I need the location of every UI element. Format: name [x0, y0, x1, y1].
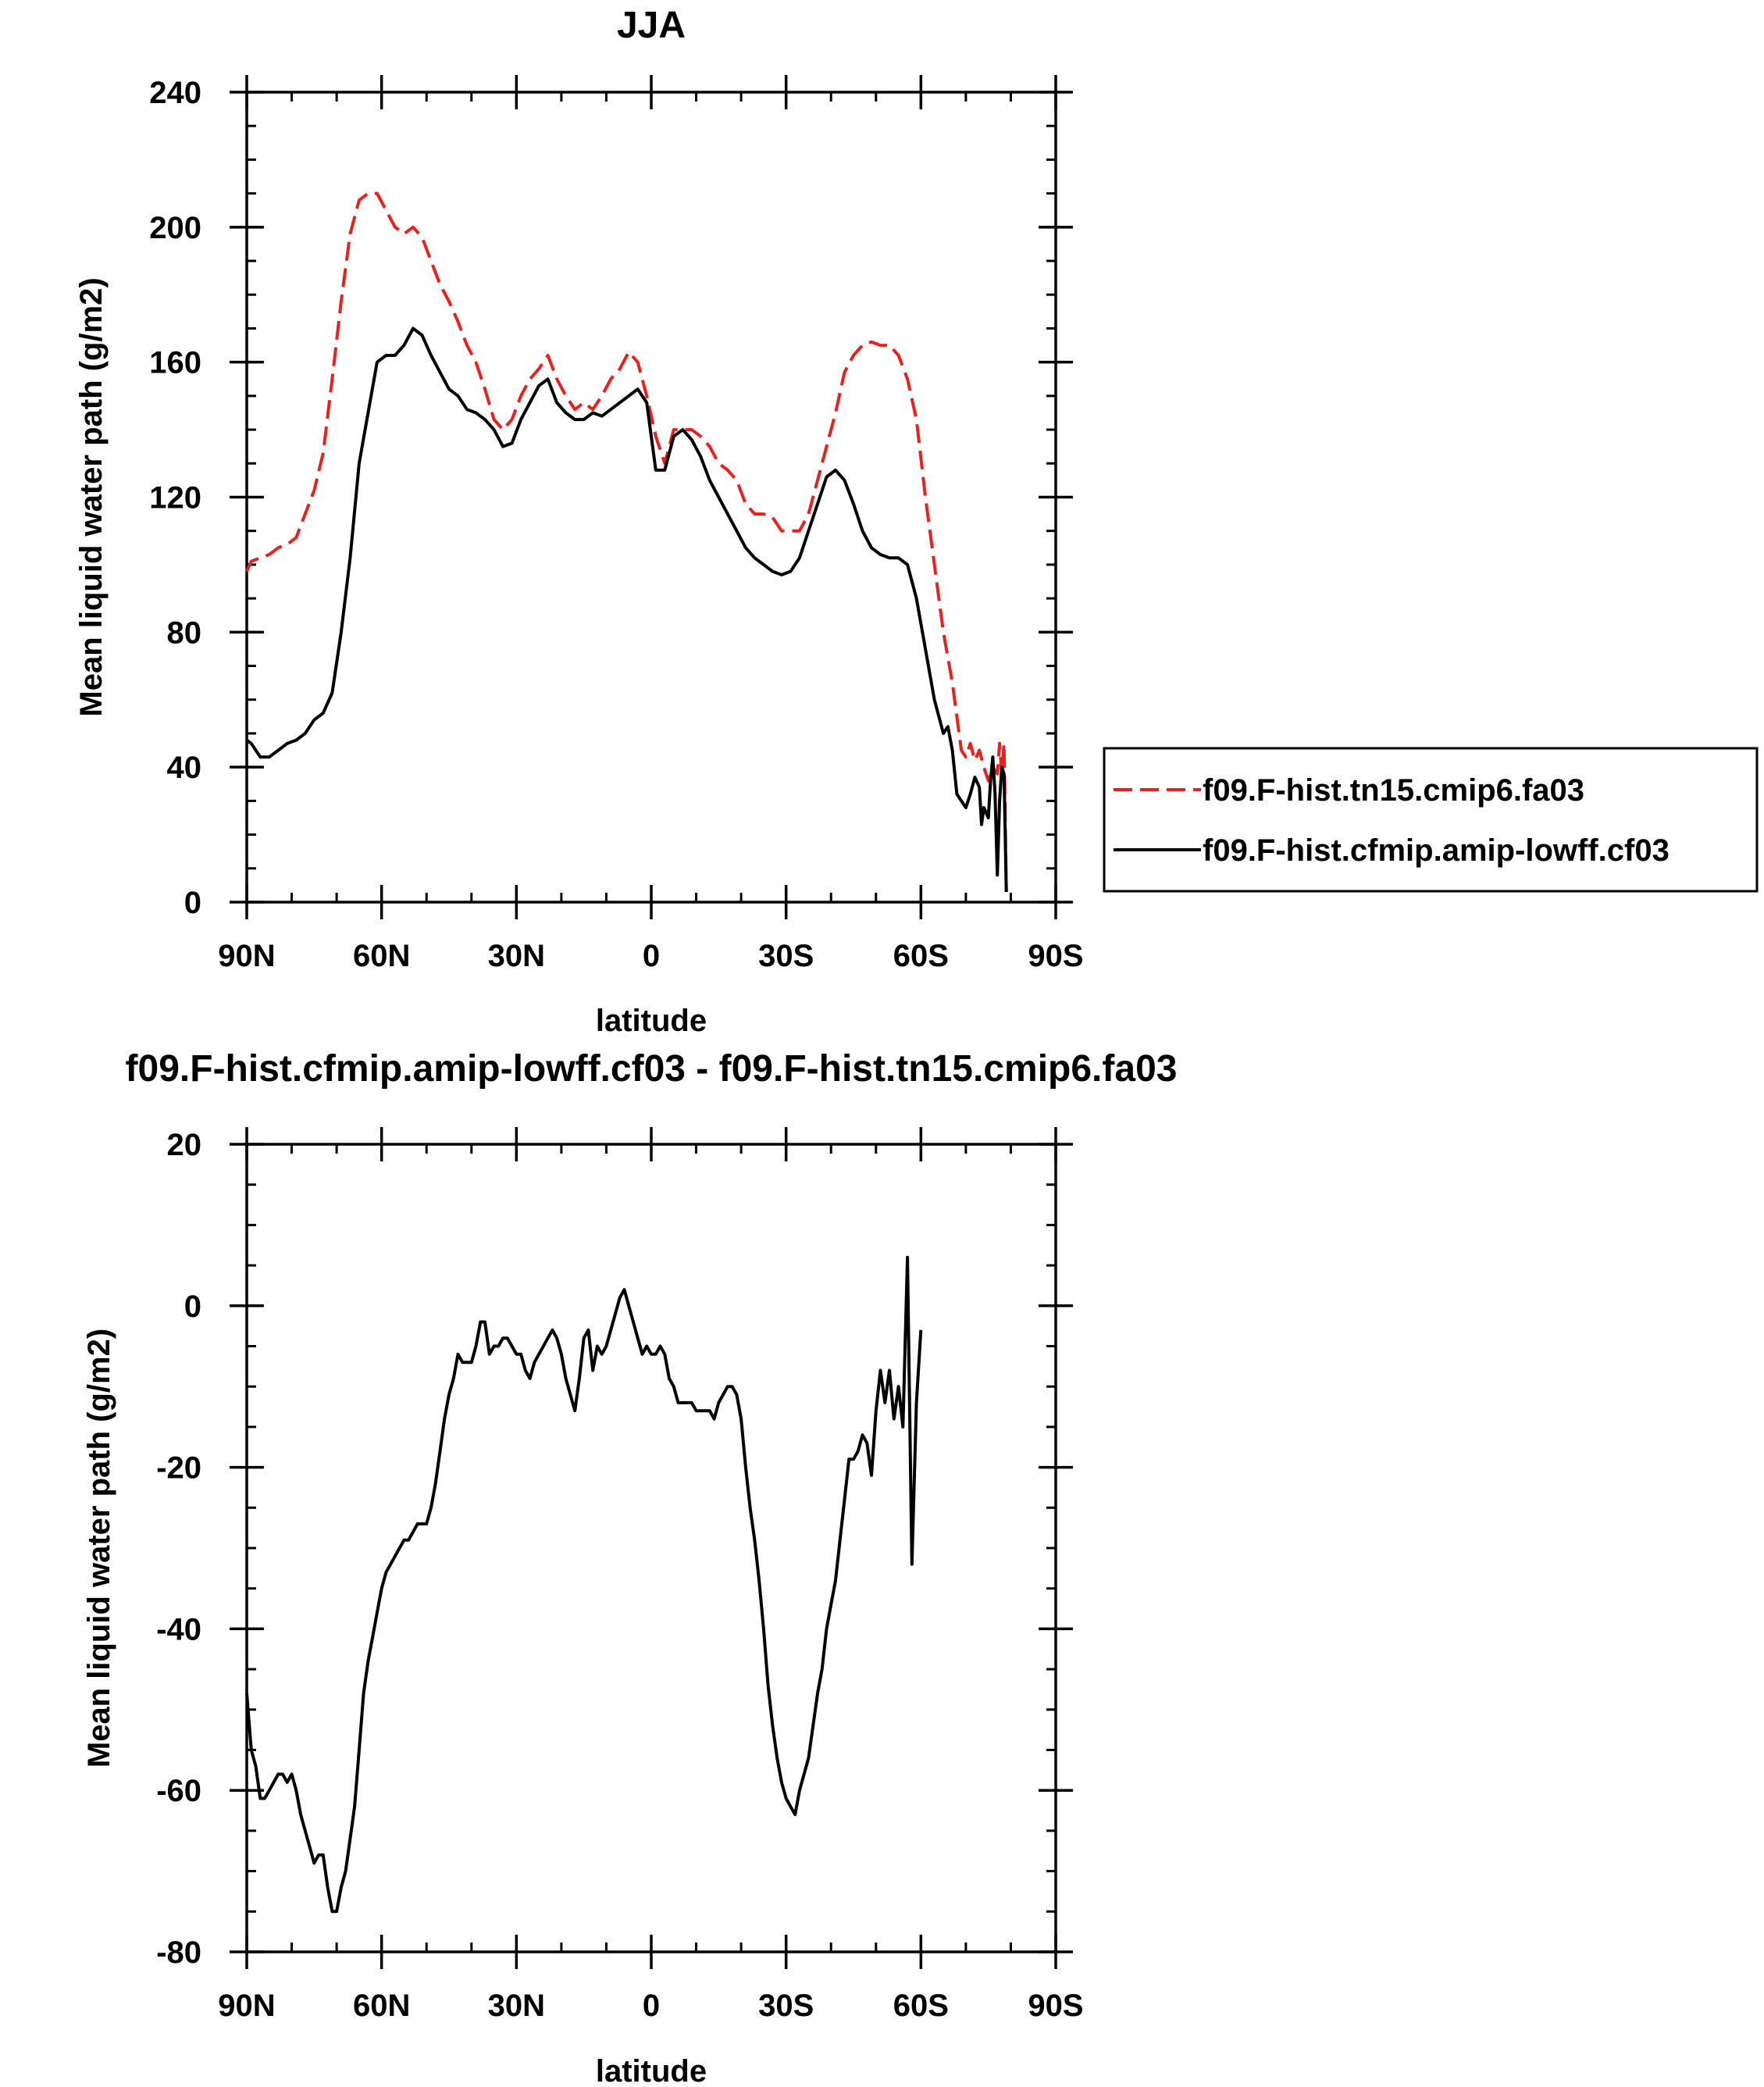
y-tick-label: 0 [184, 1290, 201, 1324]
chart-title: f09.F-hist.cfmip.amip-lowff.cf03 - f09.F… [126, 1048, 1178, 1090]
y-tick-label: 160 [149, 346, 201, 380]
x-tick-label: 30N [488, 939, 545, 973]
x-tick-label: 30S [758, 1989, 814, 2023]
y-tick-label: 120 [149, 481, 201, 516]
y-tick-label: -20 [156, 1451, 201, 1486]
y-tick-label: 20 [167, 1128, 202, 1162]
x-axis-label: latitude [596, 1004, 707, 1038]
y-tick-label: 240 [149, 76, 201, 110]
x-tick-label: 60S [893, 939, 949, 973]
x-tick-label: 90N [218, 1989, 275, 2023]
x-tick-label: 90S [1028, 939, 1083, 973]
y-tick-label: 80 [167, 615, 202, 650]
series-line-0 [245, 191, 1008, 893]
bottom-chart-panel: f09.F-hist.cfmip.amip-lowff.cf03 - f09.F… [82, 1048, 1177, 2087]
top-chart-panel: JJA 0 40 80 120 160 200 240 90N 60N 30N 0 30S 60S 90S l… [74, 5, 1084, 1038]
chart-title: JJA [617, 5, 686, 46]
series-line-1 [245, 326, 1008, 893]
x-tick-label: 60N [353, 1989, 410, 2023]
legend-box [1103, 747, 1759, 893]
y-axis-label: Mean liquid water path (g/m2) [82, 1329, 116, 1768]
x-tick-label: 30S [758, 939, 814, 973]
y-tick-label: -60 [156, 1774, 201, 1808]
x-tick-label: 30N [488, 1989, 545, 2023]
x-tick-label: 0 [643, 939, 660, 973]
y-tick-label: -80 [156, 1935, 201, 1970]
legend-label-0: f09.F-hist.tn15.cmip6.fa03 [1203, 773, 1584, 808]
y-tick-label: 200 [149, 211, 201, 245]
x-tick-label: 90S [1028, 1989, 1083, 2023]
series-line-0 [245, 1255, 923, 1914]
plot-frame [245, 91, 1057, 904]
x-axis-label: latitude [596, 2054, 707, 2087]
x-tick-label: 0 [643, 1989, 660, 2023]
y-tick-label: 0 [184, 886, 201, 920]
legend: f09.F-hist.tn15.cmip6.fa03 f09.F-hist.cfm… [1103, 747, 1759, 893]
x-tick-label: 60N [353, 939, 410, 973]
plot-frame [245, 1143, 1057, 1953]
legend-label-1: f09.F-hist.cfmip.amip-lowff.cf03 [1203, 833, 1670, 868]
y-tick-label: 40 [167, 751, 202, 785]
y-axis-label: Mean liquid water path (g/m2) [74, 277, 109, 716]
x-tick-label: 60S [893, 1989, 949, 2023]
x-tick-label: 90N [218, 939, 275, 973]
y-tick-label: -40 [156, 1612, 201, 1646]
